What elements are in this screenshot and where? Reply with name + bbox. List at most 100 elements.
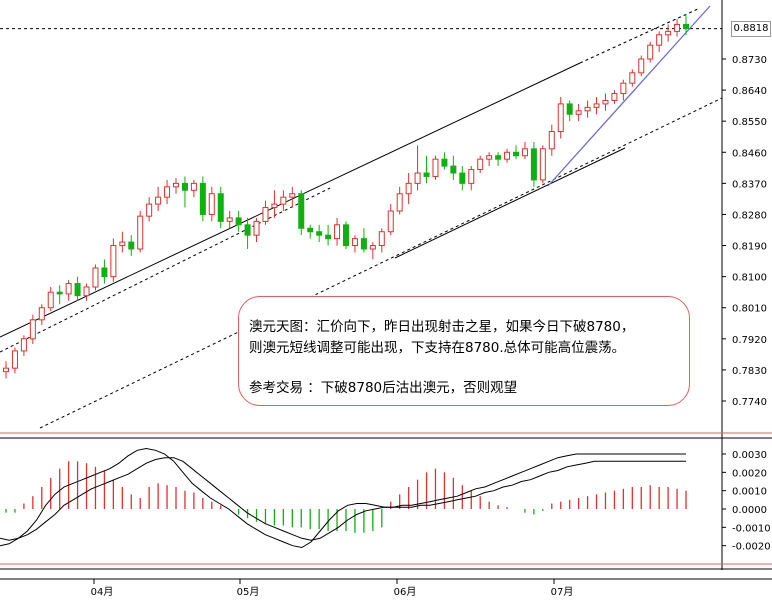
candle-body bbox=[530, 148, 537, 181]
candle-body bbox=[665, 30, 672, 36]
month-label: 07月 bbox=[551, 586, 574, 598]
candle-body bbox=[47, 291, 54, 309]
candle-body bbox=[146, 203, 153, 217]
candle-body bbox=[441, 158, 448, 167]
macd-tick-label: -0.0020 bbox=[732, 542, 771, 553]
candle-body bbox=[164, 186, 171, 198]
candle-body bbox=[316, 231, 323, 236]
candle-body bbox=[638, 58, 645, 74]
candle-body bbox=[65, 283, 72, 295]
channel-lower-dashed bbox=[39, 97, 723, 429]
candle-body bbox=[584, 106, 591, 112]
candle-body bbox=[74, 283, 81, 297]
candle-body bbox=[486, 155, 493, 160]
candle-body bbox=[575, 110, 582, 115]
candle-body bbox=[11, 350, 18, 369]
candle-body bbox=[566, 103, 573, 115]
candle-body bbox=[396, 193, 403, 212]
candle-body bbox=[593, 103, 600, 108]
candle-body bbox=[548, 131, 555, 150]
candle-body bbox=[235, 217, 242, 226]
channel-upper-line bbox=[0, 62, 581, 338]
price-tick-label: 0.8550 bbox=[732, 117, 767, 128]
month-label: 05月 bbox=[237, 586, 260, 598]
candle-body bbox=[387, 210, 394, 233]
candle-body bbox=[289, 193, 296, 198]
macd-tick-label: 0.0000 bbox=[732, 505, 767, 516]
candle-body bbox=[110, 245, 117, 278]
candle-body bbox=[262, 207, 269, 222]
candle-body bbox=[208, 193, 215, 215]
candle-body bbox=[137, 215, 144, 250]
candle-body bbox=[611, 93, 618, 101]
candle-body bbox=[521, 148, 528, 157]
candle-body bbox=[504, 151, 511, 160]
candle-body bbox=[378, 231, 385, 247]
macd-tick-label: 0.0010 bbox=[732, 487, 767, 498]
candle-body bbox=[343, 224, 349, 247]
price-tick-label: 0.8640 bbox=[732, 86, 767, 97]
candle-body bbox=[325, 234, 332, 240]
macd-tick-label: 0.0030 bbox=[732, 450, 767, 461]
annotation-box: 澳元天图：汇价向下，昨日出现射击之星，如果今日下破8780， 则澳元短线调整可能… bbox=[238, 296, 690, 406]
candle-body bbox=[656, 34, 663, 46]
candle-body bbox=[280, 196, 287, 205]
candle-body bbox=[360, 238, 367, 250]
candle-body bbox=[298, 193, 305, 229]
macd-tick-label: -0.0010 bbox=[732, 523, 771, 534]
candle-body bbox=[602, 99, 609, 105]
channel-mid-dashed bbox=[0, 187, 331, 353]
macd-line-dea bbox=[0, 457, 686, 541]
candle-body bbox=[557, 103, 564, 133]
candle-body bbox=[173, 182, 179, 188]
macd-tick-label: 0.0020 bbox=[732, 468, 767, 479]
candle-body bbox=[3, 367, 9, 373]
price-tick-label: 0.7830 bbox=[732, 366, 767, 377]
month-label: 06月 bbox=[394, 586, 417, 598]
candle-body bbox=[181, 182, 188, 191]
price-tick-label: 0.7920 bbox=[732, 335, 767, 346]
price-tick-label: 0.8280 bbox=[732, 210, 767, 221]
candle-body bbox=[190, 182, 197, 191]
candle-body bbox=[226, 217, 233, 222]
candle-body bbox=[423, 172, 430, 177]
candle-body bbox=[334, 224, 341, 240]
blue-trend-line bbox=[547, 5, 711, 187]
price-tick-label: 0.7740 bbox=[732, 397, 767, 408]
price-tick-label: 0.8460 bbox=[732, 148, 767, 159]
candle-body bbox=[217, 193, 224, 222]
annotation-line-2: 则澳元短线调整可能出现，下支持在8780.总体可能高位震荡。 bbox=[249, 340, 626, 356]
candle-body bbox=[513, 151, 519, 157]
candle-body bbox=[477, 158, 484, 171]
candle-body bbox=[468, 169, 475, 184]
candle-body bbox=[450, 165, 457, 174]
candle-body bbox=[119, 241, 126, 247]
candle-body bbox=[199, 182, 206, 215]
annotation-line-1: 澳元天图：汇价向下，昨日出现射击之星，如果今日下破8780， bbox=[249, 319, 635, 335]
candle-body bbox=[405, 182, 412, 195]
price-tick-label: 0.8730 bbox=[732, 55, 767, 66]
candle-body bbox=[369, 245, 376, 250]
candle-body bbox=[83, 286, 90, 297]
candle-body bbox=[629, 72, 636, 84]
support-line bbox=[394, 147, 626, 259]
candle-body bbox=[128, 241, 135, 250]
price-tick-label: 0.8190 bbox=[732, 242, 767, 253]
candle-body bbox=[620, 82, 627, 95]
macd-line-dif bbox=[0, 447, 686, 549]
price-tick-label: 0.8010 bbox=[732, 304, 767, 315]
candle-body bbox=[29, 319, 36, 340]
candle-body bbox=[495, 155, 502, 160]
candle-body bbox=[683, 23, 689, 30]
candle-body bbox=[155, 196, 162, 205]
candle-body bbox=[244, 224, 251, 236]
candle-body bbox=[432, 158, 439, 177]
candle-body bbox=[92, 267, 99, 288]
candle-body bbox=[414, 172, 421, 184]
candle-body bbox=[271, 203, 278, 209]
candle-body bbox=[674, 23, 681, 32]
candle-body bbox=[307, 227, 314, 233]
candle-body bbox=[101, 267, 108, 278]
month-label: 04月 bbox=[91, 586, 114, 598]
